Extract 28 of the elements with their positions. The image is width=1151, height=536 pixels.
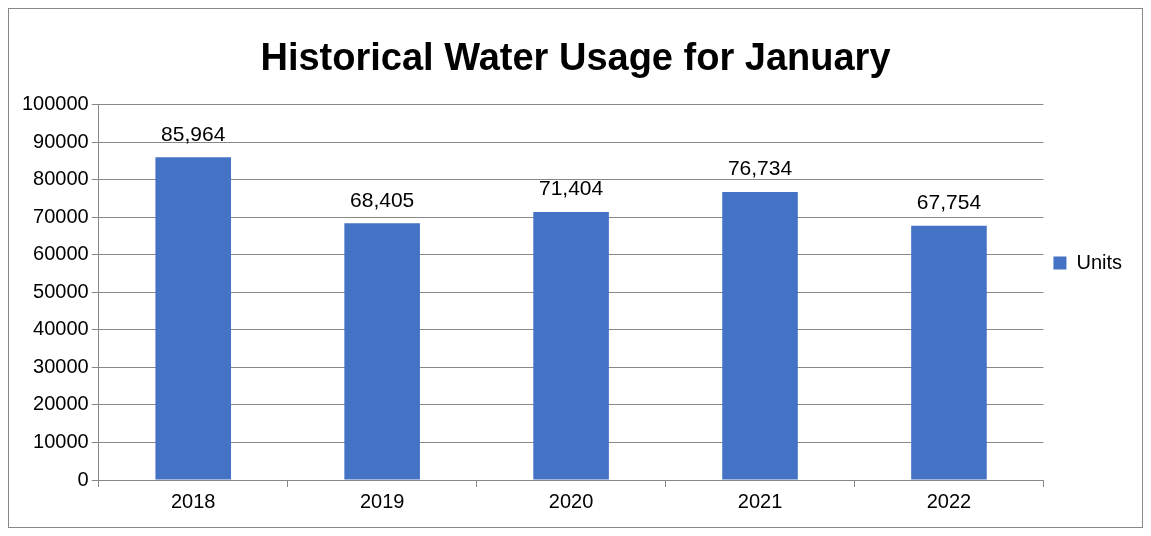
legend-label: Units xyxy=(1076,250,1123,273)
y-tick-label: 60000 xyxy=(33,242,89,265)
y-tick-label: 70000 xyxy=(33,204,89,227)
y-tick-label: 90000 xyxy=(33,129,89,152)
bar xyxy=(155,157,231,480)
data-label: 68,405 xyxy=(350,187,415,211)
y-tick-label: 20000 xyxy=(33,392,89,415)
y-tick-label: 10000 xyxy=(33,429,89,452)
x-tick-label: 2021 xyxy=(737,489,783,512)
bar xyxy=(911,225,987,480)
data-label: 67,754 xyxy=(916,189,982,213)
data-label: 71,404 xyxy=(538,176,604,200)
bar xyxy=(533,211,609,480)
x-tick-label: 2018 xyxy=(170,489,216,512)
y-tick-label: 0 xyxy=(77,467,89,490)
chart-title: Historical Water Usage for January xyxy=(260,36,891,79)
y-tick-label: 100000 xyxy=(21,92,89,115)
data-label: 85,964 xyxy=(161,121,226,145)
bar xyxy=(344,223,420,480)
y-tick-label: 40000 xyxy=(33,317,89,340)
x-tick-label: 2020 xyxy=(548,489,594,512)
data-label: 76,734 xyxy=(727,156,793,180)
x-tick-label: 2019 xyxy=(359,489,405,512)
y-tick-label: 30000 xyxy=(33,354,89,377)
y-tick-label: 50000 xyxy=(33,279,89,302)
x-tick-label: 2022 xyxy=(926,489,972,512)
bar xyxy=(722,191,798,480)
y-tick-label: 80000 xyxy=(33,167,89,190)
